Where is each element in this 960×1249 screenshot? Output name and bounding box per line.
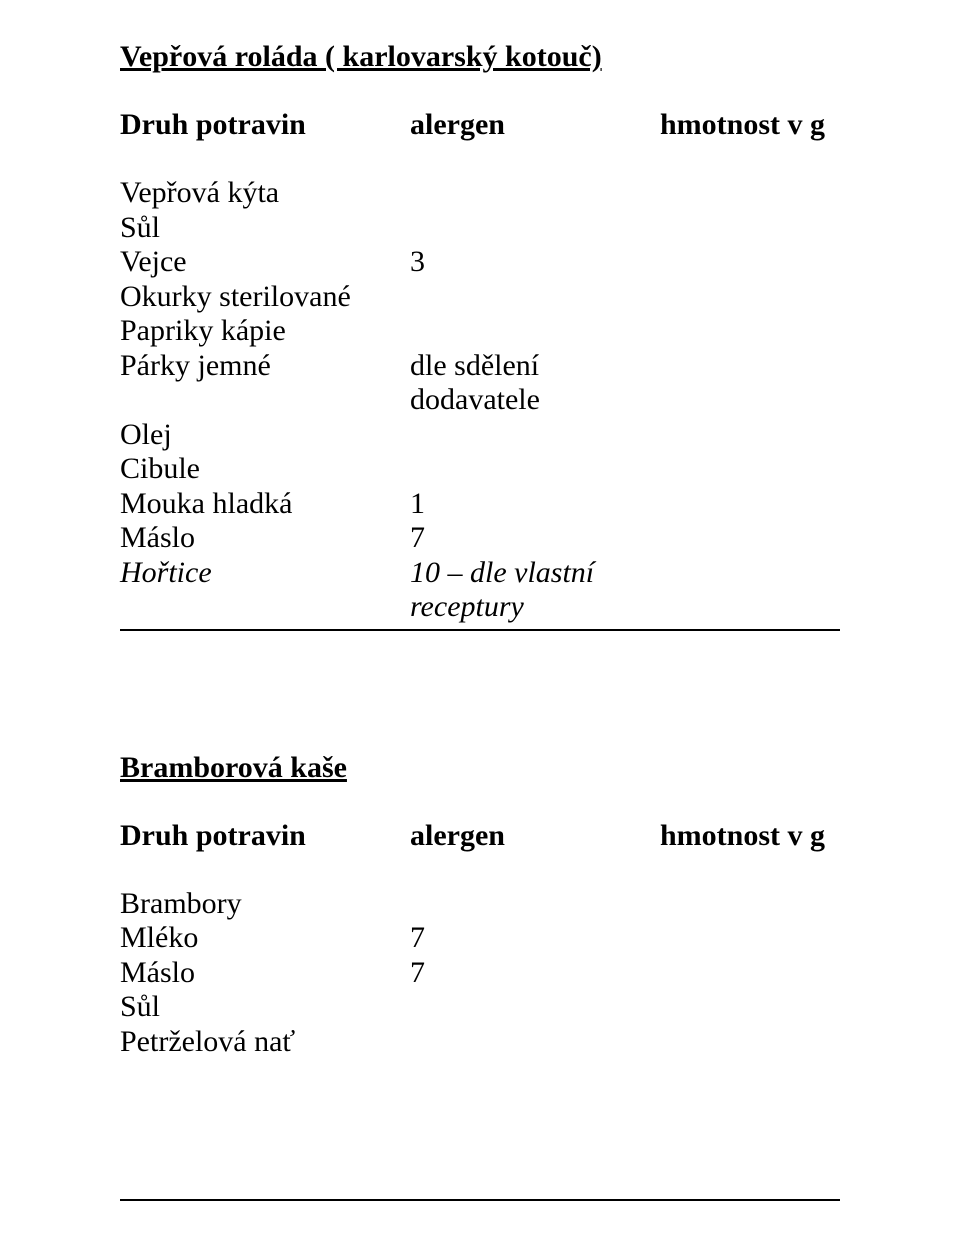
ingredient-name: Brambory (120, 887, 410, 922)
ingredient-row: Máslo 7 (120, 521, 840, 556)
header-col-weight: hmotnost v g (660, 819, 840, 853)
ingredient-row: Okurky sterilované (120, 280, 840, 315)
ingredient-row: Vejce3 (120, 245, 840, 280)
recipe2-ingredients: BramboryMléko 7Máslo 7SůlPetrželová nať (120, 887, 840, 1060)
ingredient-name: Okurky sterilované (120, 280, 410, 315)
ingredient-allergen: 7 (410, 956, 660, 991)
ingredient-allergen (410, 314, 660, 349)
divider (120, 1199, 840, 1201)
ingredient-name: Máslo (120, 521, 410, 556)
ingredient-row: Sůl (120, 211, 840, 246)
recipe1-header-row: Druh potravin alergen hmotnost v g (120, 108, 840, 142)
ingredient-name: Mléko (120, 921, 410, 956)
ingredient-allergen (410, 1025, 660, 1060)
ingredient-name: Petrželová nať (120, 1025, 410, 1060)
ingredient-row: Mouka hladká 1 (120, 487, 840, 522)
ingredient-allergen (410, 990, 660, 1025)
ingredient-allergen (410, 211, 660, 246)
ingredient-row: Mléko 7 (120, 921, 840, 956)
ingredient-row: Petrželová nať (120, 1025, 840, 1060)
ingredient-name: Párky jemné (120, 349, 410, 418)
ingredient-allergen: 10 – dle vlastní receptury (410, 556, 660, 625)
header-col-weight: hmotnost v g (660, 108, 840, 142)
header-col-allergen: alergen (410, 108, 660, 142)
ingredient-row: Papriky kápie (120, 314, 840, 349)
ingredient-name: Máslo (120, 956, 410, 991)
ingredient-row: Vepřová kýta (120, 176, 840, 211)
ingredient-row: Cibule (120, 452, 840, 487)
ingredient-name: Cibule (120, 452, 410, 487)
ingredient-allergen (410, 176, 660, 211)
header-col-name: Druh potravin (120, 819, 410, 853)
ingredient-name: Mouka hladká (120, 487, 410, 522)
ingredient-name: Sůl (120, 211, 410, 246)
ingredient-name: Sůl (120, 990, 410, 1025)
ingredient-row: Olej (120, 418, 840, 453)
recipe2-title: Bramborová kaše (120, 751, 840, 785)
recipe1-title: Vepřová roláda ( karlovarský kotouč) (120, 40, 840, 74)
ingredient-allergen: 7 (410, 921, 660, 956)
header-col-name: Druh potravin (120, 108, 410, 142)
ingredient-allergen (410, 887, 660, 922)
ingredient-allergen (410, 418, 660, 453)
recipe1-ingredients: Vepřová kýtaSůlVejce3Okurky sterilovanéP… (120, 176, 840, 625)
ingredient-allergen (410, 452, 660, 487)
ingredient-row: Hořtice 10 – dle vlastní receptury (120, 556, 840, 625)
ingredient-row: Sůl (120, 990, 840, 1025)
ingredient-row: Brambory (120, 887, 840, 922)
ingredient-name: Vejce (120, 245, 410, 280)
document-page: Vepřová roláda ( karlovarský kotouč) Dru… (0, 0, 960, 1249)
header-col-allergen: alergen (410, 819, 660, 853)
ingredient-allergen: 1 (410, 487, 660, 522)
ingredient-name: Hořtice (120, 556, 410, 625)
ingredient-name: Olej (120, 418, 410, 453)
ingredient-name: Vepřová kýta (120, 176, 410, 211)
ingredient-row: Máslo 7 (120, 956, 840, 991)
ingredient-name: Papriky kápie (120, 314, 410, 349)
ingredient-allergen: 3 (410, 245, 660, 280)
ingredient-allergen: 7 (410, 521, 660, 556)
ingredient-allergen (410, 280, 660, 315)
recipe2-header-row: Druh potravin alergen hmotnost v g (120, 819, 840, 853)
ingredient-allergen: dle sdělení dodavatele (410, 349, 660, 418)
ingredient-row: Párky jemnédle sdělení dodavatele (120, 349, 840, 418)
